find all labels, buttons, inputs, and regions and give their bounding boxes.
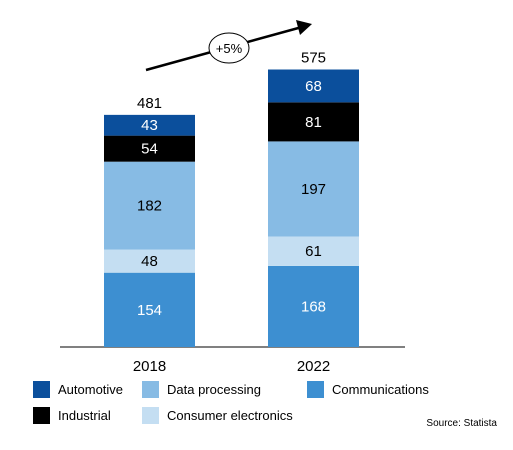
legend-item-communications: Communications <box>307 381 429 398</box>
growth-label: +5% <box>216 41 243 56</box>
bar-segment-communications-2022 <box>268 265 359 347</box>
bar-segment-automotive-2022 <box>268 69 359 103</box>
data-label-data-processing-2018: 182 <box>137 198 162 215</box>
legend-item-industrial: Industrial <box>33 407 111 424</box>
legend-swatch-automotive <box>33 381 50 398</box>
data-label-data-processing-2022: 197 <box>301 181 326 198</box>
bar-segment-industrial-2018 <box>104 135 195 162</box>
legend-label-industrial: Industrial <box>58 408 111 423</box>
source-note: Source: Statista <box>426 418 497 429</box>
legend-label-communications: Communications <box>332 382 429 397</box>
bar-segment-consumer-electronics-2022 <box>268 236 359 266</box>
total-label-2018: 481 <box>137 95 162 112</box>
legend-item-data-processing: Data processing <box>142 381 261 398</box>
growth-label-bubble <box>208 32 250 64</box>
legend-swatch-industrial <box>33 407 50 424</box>
legend-item-automotive: Automotive <box>33 381 123 398</box>
data-label-automotive-2022: 68 <box>305 78 322 95</box>
growth-arrow: +5% <box>145 20 312 72</box>
data-label-communications-2022: 168 <box>301 298 326 315</box>
data-label-consumer-electronics-2018: 48 <box>141 253 158 270</box>
bar-segment-data-processing-2018 <box>104 161 195 250</box>
bar-segment-consumer-electronics-2018 <box>104 249 195 273</box>
data-label-communications-2018: 154 <box>137 302 162 319</box>
legend-swatch-consumer-electronics <box>142 407 159 424</box>
legend-swatch-data-processing <box>142 381 159 398</box>
growth-arrow-head <box>296 20 312 35</box>
bar-segment-automotive-2018 <box>104 114 195 136</box>
legend-swatch-communications <box>307 381 324 398</box>
legend-label-automotive: Automotive <box>58 382 124 397</box>
data-label-industrial-2022: 81 <box>305 114 322 131</box>
bar-segment-communications-2018 <box>104 272 195 347</box>
legend-label-consumer-electronics: Consumer electronics <box>167 408 293 423</box>
legend-item-consumer-electronics: Consumer electronics <box>142 407 293 424</box>
total-label-2022: 575 <box>301 50 326 67</box>
data-label-industrial-2018: 54 <box>141 141 158 158</box>
data-label-consumer-electronics-2022: 61 <box>305 243 322 260</box>
x-tick-label-2018: 2018 <box>133 358 166 375</box>
x-tick-label-2022: 2022 <box>297 358 330 375</box>
bar-segment-industrial-2022 <box>268 102 359 142</box>
bar-segment-data-processing-2022 <box>268 141 359 237</box>
legend-label-data-processing: Data processing <box>167 382 261 397</box>
data-label-automotive-2018: 43 <box>141 117 158 134</box>
